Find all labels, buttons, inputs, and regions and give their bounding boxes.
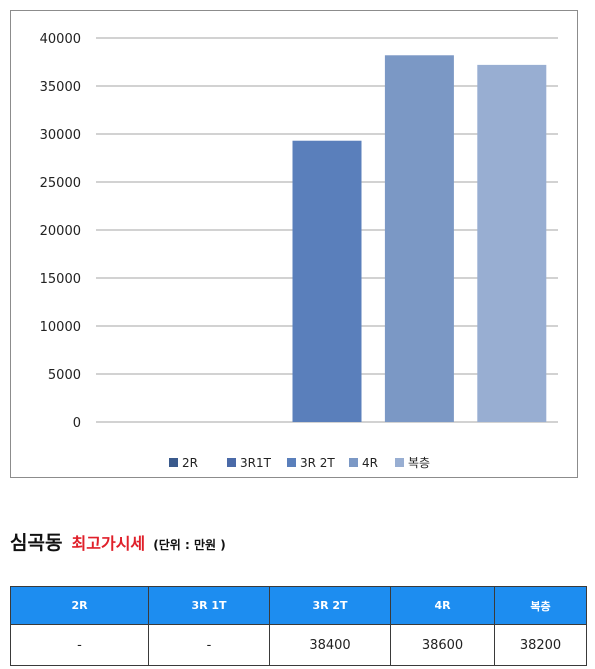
legend-label: 4R bbox=[362, 456, 378, 470]
table-cell: 38200 bbox=[494, 624, 587, 666]
table-header-cell: 3R 2T bbox=[269, 586, 391, 625]
table-header-cell: 복층 bbox=[494, 586, 587, 625]
table-cell: 38600 bbox=[390, 624, 495, 666]
table-cell: - bbox=[10, 624, 149, 666]
table-header-cell: 2R bbox=[10, 586, 149, 625]
legend-label: 2R bbox=[182, 456, 198, 470]
y-tick-label: 30000 bbox=[40, 128, 81, 143]
legend-label: 3R1T bbox=[240, 456, 272, 470]
heading-subtitle: 최고가시세 bbox=[71, 534, 146, 553]
table-cell: 38400 bbox=[269, 624, 391, 666]
y-tick-label: 25000 bbox=[40, 176, 81, 191]
unit-note: (단위 : 만원 ) bbox=[153, 538, 226, 552]
legend-label: 복층 bbox=[408, 456, 430, 470]
y-tick-label: 40000 bbox=[40, 32, 81, 47]
y-tick-label: 0 bbox=[73, 416, 81, 431]
place-name: 심곡동 bbox=[10, 532, 63, 554]
table-header-cell: 3R 1T bbox=[148, 586, 270, 625]
y-tick-label: 10000 bbox=[40, 320, 81, 335]
table-header-row: 2R 3R 1T 3R 2T 4R 복층 bbox=[10, 586, 587, 625]
table-row: - - 38400 38600 38200 bbox=[10, 624, 587, 666]
section-heading: 심곡동 최고가시세 (단위 : 만원 ) bbox=[10, 528, 226, 555]
bar bbox=[292, 140, 362, 422]
bar bbox=[384, 55, 454, 422]
y-tick-label: 5000 bbox=[48, 368, 81, 383]
legend-swatch bbox=[169, 458, 178, 467]
legend-swatch bbox=[349, 458, 358, 467]
chart-frame: 0 5000 10000 15000 20000 25000 30000 35000 40000… bbox=[10, 10, 578, 478]
table-cell: - bbox=[148, 624, 270, 666]
y-tick-label: 15000 bbox=[40, 272, 81, 287]
bar-chart: 0 5000 10000 15000 20000 25000 30000 35000 40000… bbox=[40, 32, 558, 470]
table-header-cell: 4R bbox=[390, 586, 495, 625]
legend-swatch bbox=[395, 458, 404, 467]
legend-swatch bbox=[287, 458, 296, 467]
bar bbox=[477, 64, 547, 422]
legend-label: 3R 2T bbox=[300, 456, 335, 470]
y-tick-label: 35000 bbox=[40, 80, 81, 95]
legend-swatch bbox=[227, 458, 236, 467]
price-table: 2R 3R 1T 3R 2T 4R 복층 - - 38400 38600 382… bbox=[10, 586, 587, 666]
y-tick-label: 20000 bbox=[40, 224, 81, 239]
